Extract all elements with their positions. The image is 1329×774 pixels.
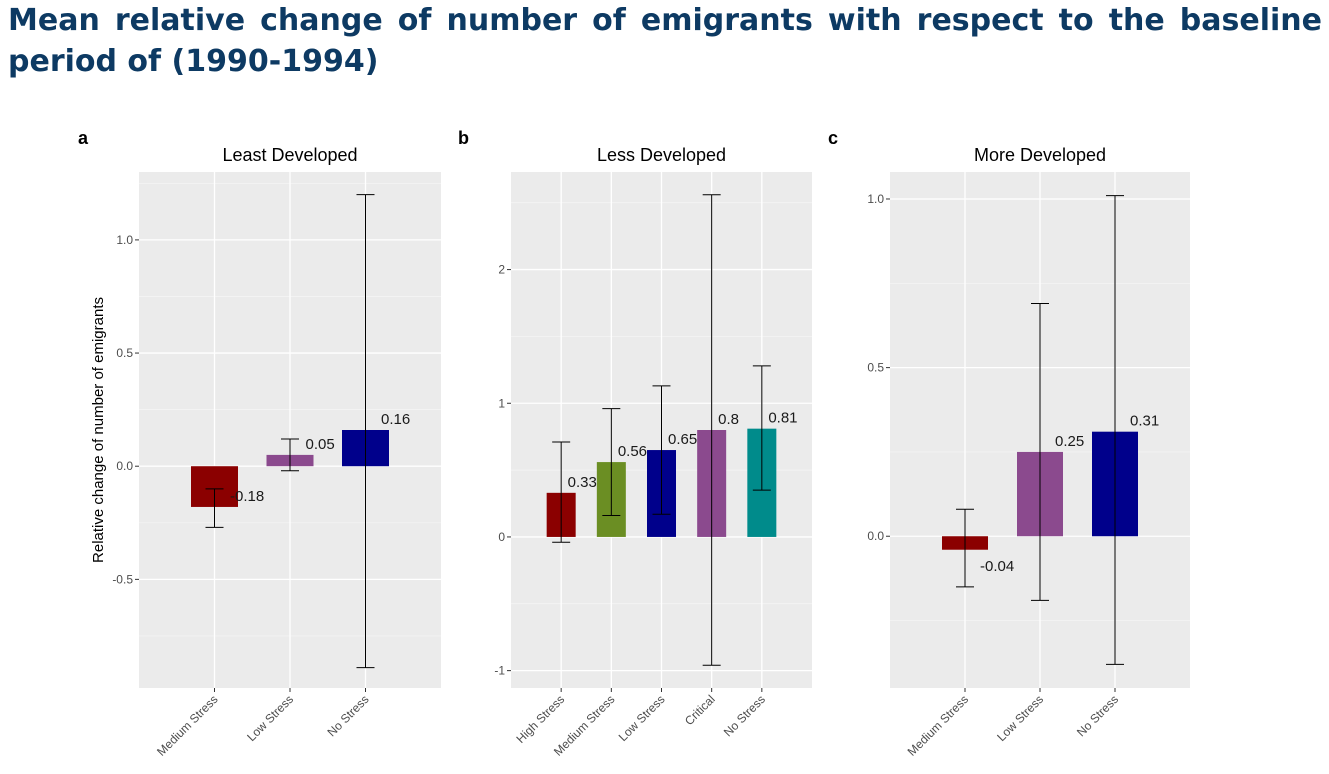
data-label: 0.8	[718, 411, 739, 428]
data-label: 0.25	[1055, 433, 1084, 450]
data-label: 0.81	[768, 410, 797, 427]
figure-title: Mean relative change of number of emigra…	[8, 3, 1322, 79]
data-label: 0.33	[568, 474, 597, 491]
data-label: -0.18	[230, 488, 264, 505]
data-label: -0.04	[980, 558, 1014, 575]
panel-title: Least Developed	[222, 145, 357, 165]
panel-tag: b	[458, 128, 469, 148]
x-tick-label: Medium Stress	[905, 692, 971, 758]
x-tick-label: No Stress	[324, 692, 371, 739]
panel-title: More Developed	[974, 145, 1106, 165]
y-tick-label: 0.5	[867, 361, 884, 375]
panel-tag: a	[78, 128, 89, 148]
y-tick-label: -1	[494, 664, 505, 678]
x-tick-label: No Stress	[1074, 692, 1121, 739]
panel-tag: c	[828, 128, 838, 148]
y-tick-label: 0.0	[867, 529, 884, 543]
y-axis-label: Relative change of number of emigrants	[90, 297, 107, 563]
data-label: 0.05	[306, 436, 335, 453]
x-tick-label: Medium Stress	[154, 692, 220, 758]
x-tick-label: Low Stress	[616, 692, 668, 744]
x-tick-label: High Stress	[514, 692, 568, 746]
y-tick-label: 1	[498, 396, 505, 410]
panel-title: Less Developed	[597, 145, 726, 165]
y-tick-label: 0	[498, 530, 505, 544]
chart-panel-a: -0.5 0.0 0.5 1.0 -0.18 0.05 0.16 Medium Stress L…	[78, 128, 441, 759]
x-tick-label: No Stress	[721, 692, 768, 739]
y-tick-label: -0.5	[112, 572, 133, 586]
data-label: 0.65	[668, 431, 697, 448]
y-tick-label: 0.0	[116, 459, 133, 473]
data-label: 0.31	[1130, 413, 1159, 430]
data-label: 0.16	[381, 411, 410, 428]
y-tick-label: 0.5	[116, 346, 133, 360]
data-label: 0.56	[618, 443, 647, 460]
y-tick-label: 1.0	[116, 233, 133, 247]
x-tick-label: Low Stress	[244, 692, 296, 744]
y-tick-label: 2	[498, 263, 505, 277]
chart-panel-c: 0.0 0.5 1.0 -0.04 0.25 0.31 Medium Stress Low S…	[828, 128, 1190, 759]
x-tick-label: Critical	[682, 692, 718, 728]
x-tick-label: Low Stress	[994, 692, 1046, 744]
y-tick-label: 1.0	[867, 192, 884, 206]
